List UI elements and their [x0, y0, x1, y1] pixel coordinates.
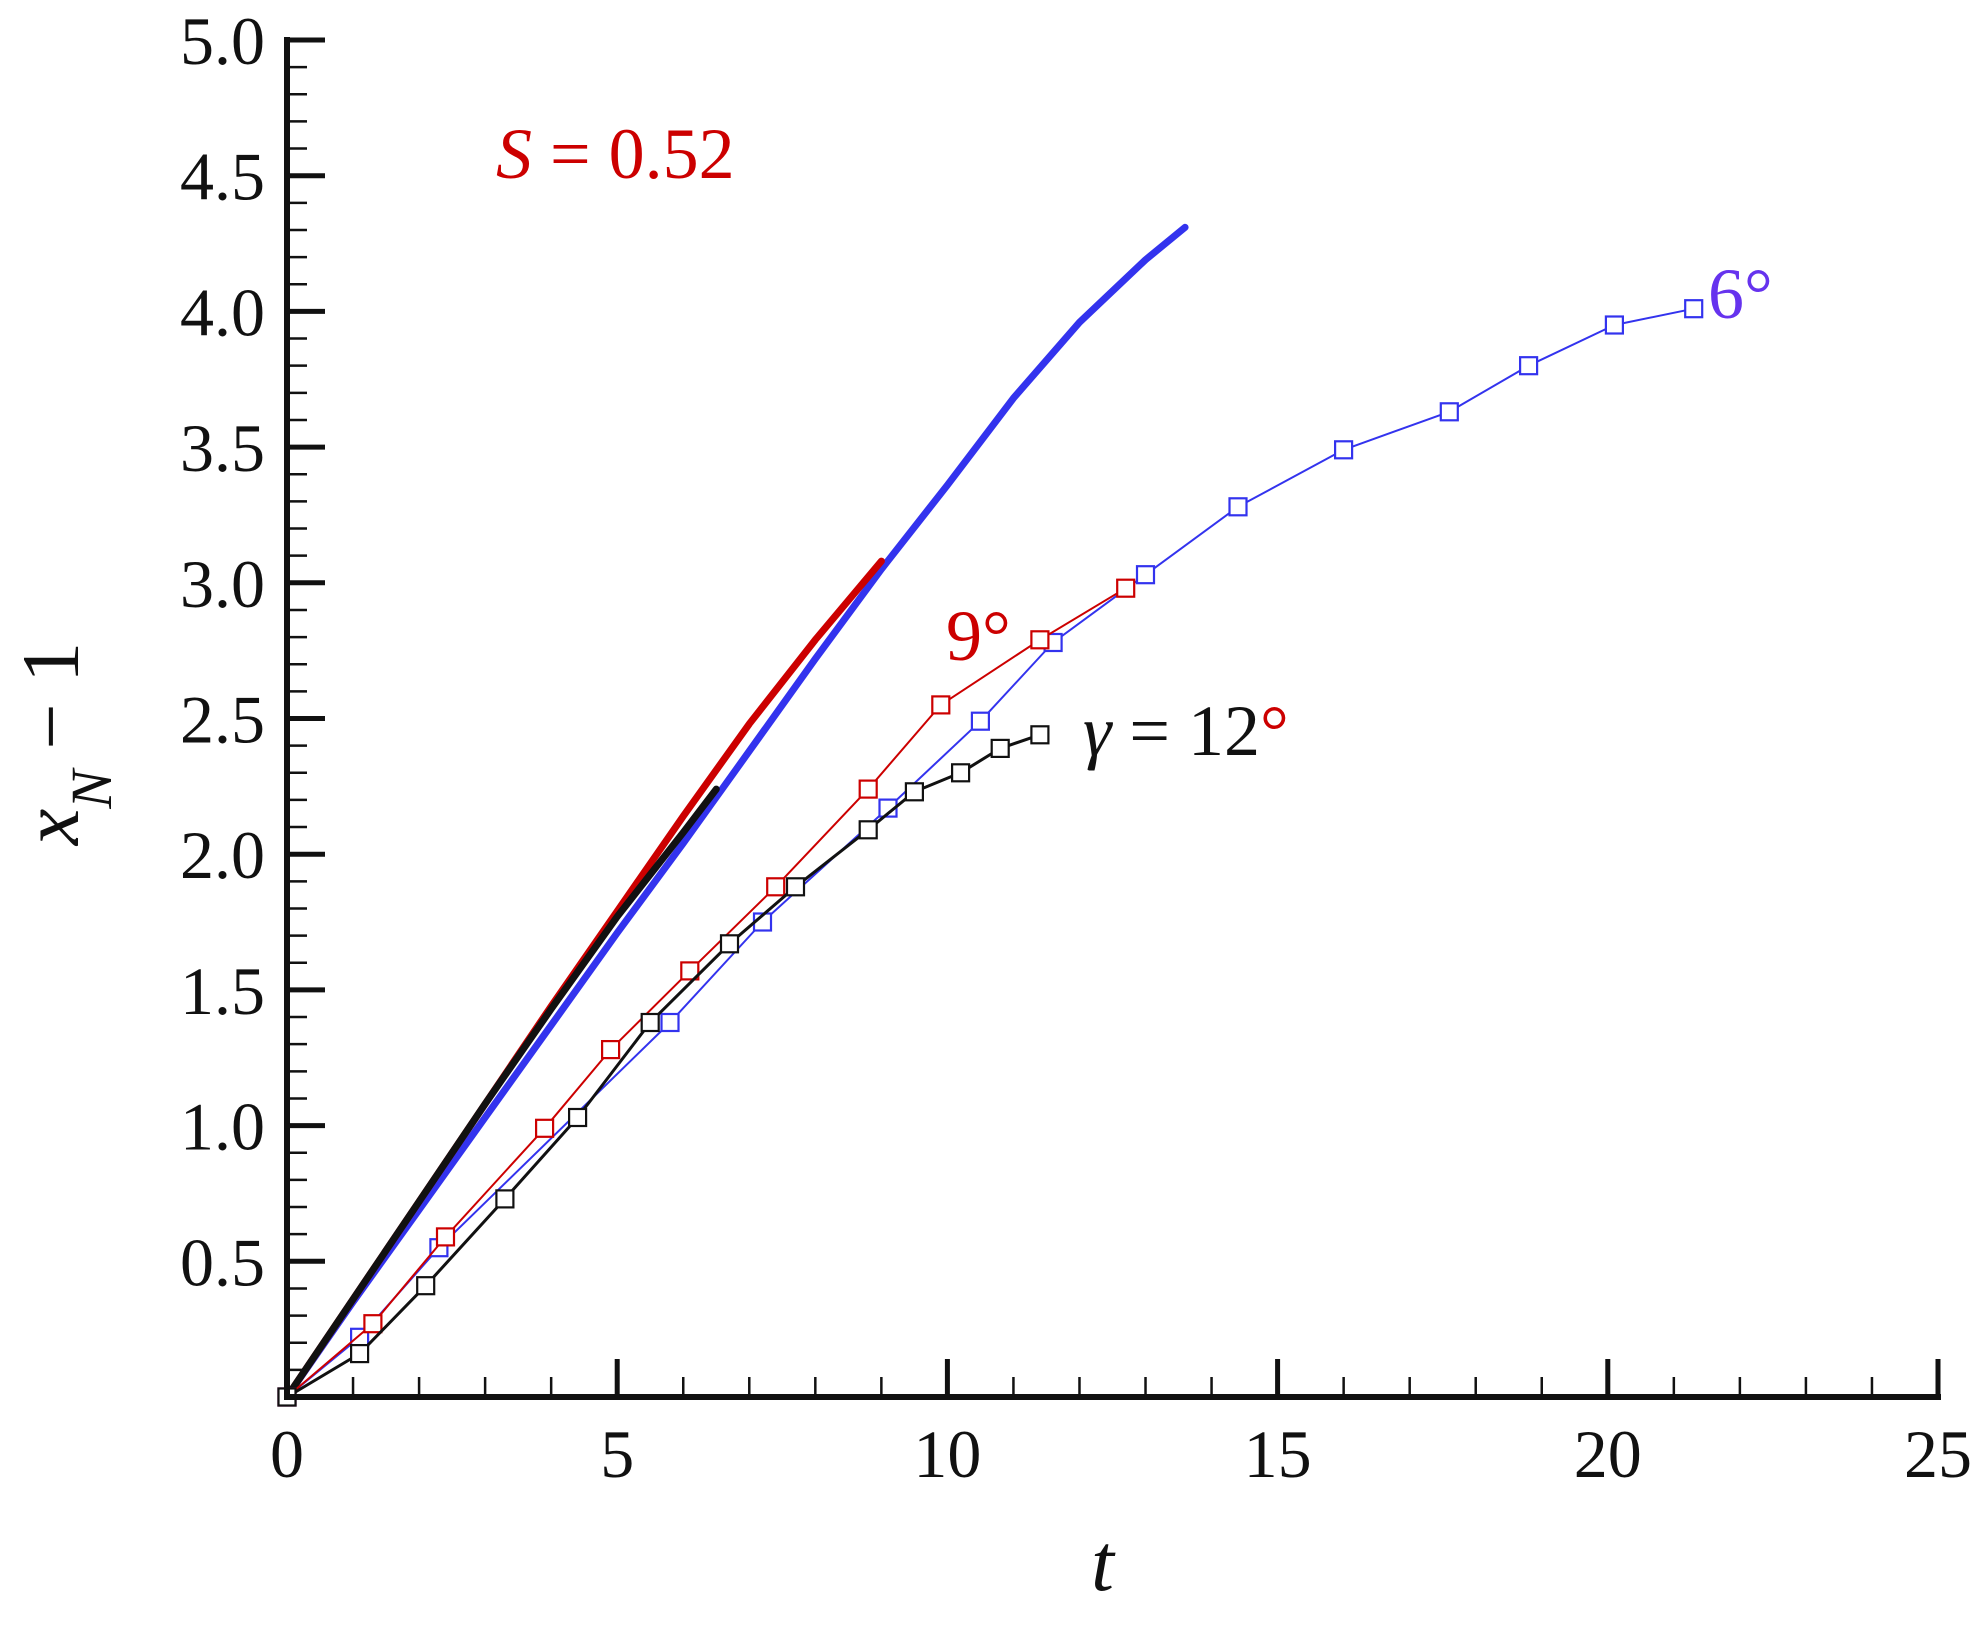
data-point-marker	[1684, 299, 1704, 319]
data-point-marker	[1439, 402, 1459, 422]
data-point-marker	[1604, 315, 1625, 335]
data-point-marker	[534, 1118, 555, 1138]
data-point-marker	[785, 877, 806, 897]
data-point-marker	[1030, 630, 1050, 650]
data-point-marker	[660, 1012, 680, 1033]
x-tick-label: 15	[1244, 1416, 1312, 1492]
gamma-12-degree: °	[1260, 691, 1289, 771]
y-axis-label-subscript: N	[59, 767, 124, 810]
gamma-symbol: γ	[1083, 691, 1113, 771]
annotation-layer: S = 0.52 γ = 12° 9° 6°	[496, 114, 1773, 771]
y-axis-label-base: x	[5, 809, 96, 846]
series-layer	[277, 223, 1704, 1407]
data-point-marker	[1518, 356, 1539, 376]
x-tick-label: 25	[1904, 1416, 1972, 1492]
y-tick-label: 5.0	[180, 3, 265, 79]
data-point-marker	[363, 1314, 383, 1334]
data-point-marker	[350, 1343, 370, 1364]
data-point-marker	[990, 738, 1010, 759]
y-tick-label: 0.5	[180, 1224, 265, 1300]
x-tick-label: 20	[1574, 1416, 1642, 1492]
gamma-9-annotation: 9°	[946, 596, 1011, 676]
x-tick-label: 10	[913, 1416, 981, 1492]
y-tick-label: 4.5	[180, 139, 265, 215]
marker-series-line-5	[285, 733, 1042, 1399]
data-point-marker	[600, 1039, 621, 1060]
y-tick-label: 2.0	[180, 817, 265, 893]
data-point-marker	[640, 1012, 660, 1033]
data-point-marker	[495, 1189, 515, 1209]
x-tick-label: 5	[600, 1416, 634, 1492]
y-tick-label: 2.5	[180, 682, 265, 758]
data-point-marker	[1228, 497, 1248, 517]
x-tick-label: 0	[270, 1416, 304, 1492]
data-point-marker	[1135, 565, 1156, 585]
data-point-marker	[1333, 440, 1354, 460]
y-tick-label: 3.5	[180, 410, 265, 486]
marker-series-line-4	[286, 587, 1127, 1398]
curve-line-0	[283, 223, 1189, 1401]
data-point-marker	[1030, 725, 1050, 745]
s-value-annotation: S = 0.52	[496, 114, 735, 194]
y-tick-label: 3.0	[180, 546, 265, 622]
axes-layer: 0 5 10 15 20 25 0.5 1.0 1.5 2.0 2.5 3.0 3.5 4.0 4.5 5.0…	[5, 3, 1972, 1608]
curve-line-2	[283, 785, 720, 1401]
data-point-marker	[904, 782, 925, 802]
data-point-marker	[970, 711, 991, 731]
data-point-marker	[766, 877, 786, 897]
data-point-marker	[950, 763, 971, 783]
s-symbol: S	[496, 114, 532, 194]
data-point-marker	[435, 1227, 456, 1247]
gamma-6-annotation: 6°	[1708, 254, 1773, 334]
data-point-marker	[858, 779, 878, 799]
data-point-marker	[719, 934, 740, 954]
data-point-marker	[858, 820, 878, 840]
marker-series-line-3	[286, 307, 1695, 1398]
y-tick-label: 4.0	[180, 274, 265, 350]
y-tick-label: 1.0	[180, 1089, 265, 1165]
data-point-marker	[416, 1276, 436, 1296]
data-point-marker	[931, 695, 951, 715]
x-axis-label: t	[1091, 1517, 1116, 1608]
gamma-12-value: = 12	[1111, 691, 1260, 771]
data-point-marker	[680, 961, 700, 981]
data-point-marker	[1116, 578, 1136, 598]
y-axis-label: xN − 1	[5, 642, 124, 846]
s-value: = 0.52	[532, 114, 735, 194]
data-point-marker	[567, 1107, 588, 1128]
y-axis-label-suffix: − 1	[5, 642, 96, 770]
gamma-12-annotation: γ = 12°	[1083, 691, 1289, 771]
y-tick-label: 1.5	[180, 953, 265, 1029]
